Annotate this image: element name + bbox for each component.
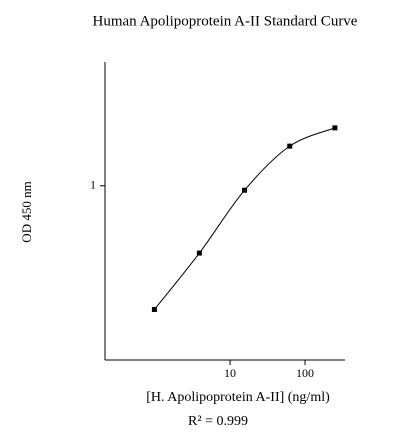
point xyxy=(196,250,202,256)
y-axis-label: OD 450 nm xyxy=(19,181,34,242)
chart-title: Human Apolipoprotein A-II Standard Curve xyxy=(93,13,358,29)
point xyxy=(242,187,248,193)
y-tick-label: 1 xyxy=(90,178,96,192)
x-axis-label: [H. Apolipoprotein A-II] (ng/ml) xyxy=(146,390,330,405)
point xyxy=(287,143,293,149)
annotation: R² = 0.999 xyxy=(188,414,248,429)
curve xyxy=(154,127,336,310)
point xyxy=(151,306,157,312)
x-tick-label: 100 xyxy=(296,366,314,380)
x-tick-label: 10 xyxy=(224,366,236,380)
point xyxy=(332,125,338,131)
